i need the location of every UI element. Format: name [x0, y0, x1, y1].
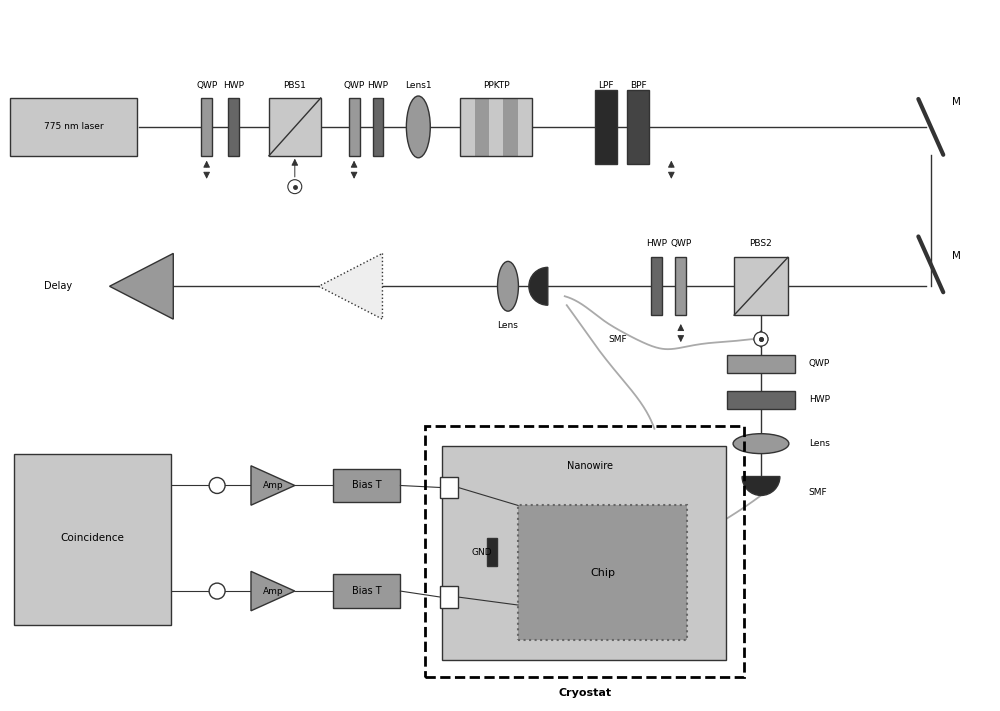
Text: PPKTP: PPKTP	[483, 80, 509, 90]
Polygon shape	[110, 253, 173, 319]
Wedge shape	[529, 267, 548, 305]
Text: Amp: Amp	[263, 587, 283, 596]
Bar	[734, 257, 788, 315]
Text: Amp: Amp	[263, 481, 283, 490]
Ellipse shape	[733, 434, 789, 454]
Text: SMF: SMF	[809, 488, 827, 497]
Bar	[475, 98, 489, 156]
Text: PBS1: PBS1	[283, 80, 306, 90]
Wedge shape	[742, 476, 780, 496]
Bar	[442, 446, 726, 660]
Text: QWP: QWP	[343, 80, 365, 90]
Bar	[14, 454, 171, 625]
Circle shape	[209, 583, 225, 599]
Text: SMF: SMF	[608, 335, 627, 343]
Ellipse shape	[406, 96, 430, 158]
Text: BPF: BPF	[630, 80, 647, 90]
Bar	[349, 98, 360, 156]
Text: Bias T: Bias T	[352, 481, 381, 491]
Text: Coincidence: Coincidence	[61, 533, 125, 543]
Circle shape	[209, 478, 225, 493]
Text: QWP: QWP	[670, 239, 691, 248]
Bar	[333, 574, 400, 608]
Bar	[595, 90, 617, 164]
Bar	[269, 98, 321, 156]
Polygon shape	[319, 253, 382, 319]
Text: GND: GND	[472, 547, 492, 557]
Bar	[201, 98, 212, 156]
Text: HWP: HWP	[223, 80, 244, 90]
Text: PBS2: PBS2	[750, 239, 772, 248]
Bar	[651, 257, 662, 315]
Bar	[727, 391, 795, 409]
Bar	[518, 506, 687, 640]
Ellipse shape	[498, 262, 518, 311]
Bar	[425, 426, 744, 677]
Bar	[675, 257, 686, 315]
Bar	[228, 98, 239, 156]
Bar	[727, 355, 795, 373]
Circle shape	[754, 332, 768, 346]
Text: HWP: HWP	[367, 80, 388, 90]
Bar	[487, 538, 497, 566]
Text: Bias T: Bias T	[352, 586, 381, 596]
Text: M: M	[952, 252, 961, 262]
Text: Lens: Lens	[498, 321, 518, 330]
Text: Nanowire: Nanowire	[567, 461, 613, 471]
Bar	[627, 90, 649, 164]
Text: HWP: HWP	[646, 239, 667, 248]
Text: Delay: Delay	[44, 282, 72, 292]
Polygon shape	[251, 572, 295, 611]
Text: QWP: QWP	[196, 80, 217, 90]
Bar	[440, 586, 458, 608]
Bar	[489, 98, 503, 156]
Circle shape	[288, 180, 302, 193]
Text: 775 nm laser: 775 nm laser	[44, 122, 103, 132]
Text: Lens1: Lens1	[405, 80, 432, 90]
Bar	[460, 98, 475, 156]
Bar	[503, 98, 518, 156]
Text: Cryostat: Cryostat	[558, 688, 611, 697]
Bar	[10, 98, 137, 156]
Text: LPF: LPF	[598, 80, 613, 90]
Text: Lens: Lens	[809, 439, 830, 448]
Polygon shape	[251, 466, 295, 506]
Bar	[460, 98, 532, 156]
Text: QWP: QWP	[809, 360, 830, 368]
Bar	[373, 98, 383, 156]
Bar	[333, 469, 400, 503]
Bar	[440, 476, 458, 498]
Text: Chip: Chip	[590, 567, 615, 577]
Text: M: M	[952, 97, 961, 107]
Circle shape	[754, 332, 768, 346]
Bar	[518, 98, 532, 156]
Text: HWP: HWP	[809, 395, 830, 405]
